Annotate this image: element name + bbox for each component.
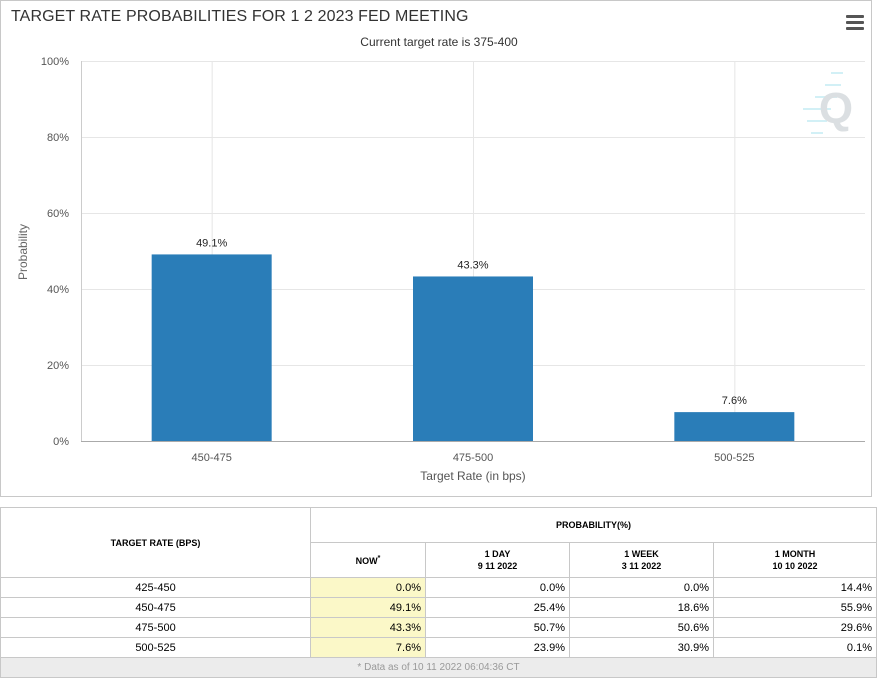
footnote-row: * Data as of 10 11 2022 06:04:36 CT — [0, 657, 877, 678]
rate-cell: 450-475 — [0, 597, 311, 618]
one-month-cell: 55.9% — [713, 597, 877, 618]
now-cell: 43.3% — [310, 617, 426, 638]
one-day-cell: 25.4% — [425, 597, 570, 618]
one-week-cell: 30.9% — [569, 637, 714, 658]
x-tick-label: 450-475 — [191, 452, 231, 464]
x-axis-title: Target Rate (in bps) — [420, 469, 525, 483]
chart-subtitle: Current target rate is 375-400 — [360, 35, 518, 49]
y-axis-title: Probability — [16, 224, 30, 280]
bar — [413, 276, 533, 441]
rate-cell: 500-525 — [0, 637, 311, 658]
y-tick-label: 60% — [47, 208, 69, 220]
chart-title: TARGET RATE PROBABILITIES FOR 1 2 2023 F… — [11, 8, 469, 25]
svg-text:Q: Q — [819, 84, 853, 133]
probability-header: PROBABILITY(%) — [310, 507, 877, 543]
one-week-cell: 50.6% — [569, 617, 714, 638]
rate-cell: 475-500 — [0, 617, 311, 638]
one-week-cell: 0.0% — [569, 577, 714, 598]
target-rate-header: TARGET RATE (BPS) — [0, 507, 311, 578]
data-label: 7.6% — [722, 395, 747, 407]
one-day-cell: 50.7% — [425, 617, 570, 638]
one-month-cell: 0.1% — [713, 637, 877, 658]
one-month-cell: 29.6% — [713, 617, 877, 638]
y-tick-label: 40% — [47, 284, 69, 296]
bar — [674, 412, 795, 441]
one-week-cell: 18.6% — [569, 597, 714, 618]
data-label: 49.1% — [196, 237, 227, 249]
rate-cell: 425-450 — [0, 577, 311, 598]
table-row: 500-525 7.6% 23.9% 30.9% 0.1% — [0, 637, 877, 658]
one-day-cell: 0.0% — [425, 577, 570, 598]
table-row: 450-475 49.1% 25.4% 18.6% 55.9% — [0, 597, 877, 618]
data-label: 43.3% — [457, 259, 488, 271]
chart-panel: 0% 20% 40% 60% 80% 100% 49.1% 450-475 43.3% 475-5… — [0, 0, 872, 497]
probability-table: TARGET RATE (BPS) PROBABILITY(%) NOW* 1 … — [0, 507, 877, 678]
one-day-header: 1 DAY 9 11 2022 — [425, 542, 570, 578]
one-month-header: 1 MONTH 10 10 2022 — [713, 542, 877, 578]
now-cell: 0.0% — [310, 577, 426, 598]
y-tick-label: 100% — [41, 56, 69, 68]
y-tick-label: 80% — [47, 132, 69, 144]
now-cell: 7.6% — [310, 637, 426, 658]
one-month-cell: 14.4% — [713, 577, 877, 598]
now-header: NOW* — [310, 542, 426, 578]
bar-chart: 0% 20% 40% 60% 80% 100% 49.1% 450-475 43.3% 475-5… — [16, 56, 865, 483]
data-timestamp-footnote: * Data as of 10 11 2022 06:04:36 CT — [0, 657, 877, 678]
x-tick-label: 500-525 — [714, 452, 754, 464]
one-day-cell: 23.9% — [425, 637, 570, 658]
one-week-header: 1 WEEK 3 11 2022 — [569, 542, 714, 578]
table-row: 475-500 43.3% 50.7% 50.6% 29.6% — [0, 617, 877, 638]
hamburger-menu-icon[interactable] — [846, 15, 864, 31]
y-tick-label: 20% — [47, 360, 69, 372]
x-tick-label: 475-500 — [453, 452, 493, 464]
q-logo-icon: Q — [803, 72, 853, 134]
table-row: 425-450 0.0% 0.0% 0.0% 14.4% — [0, 577, 877, 598]
probability-table-container: TARGET RATE (BPS) PROBABILITY(%) NOW* 1 … — [0, 507, 877, 678]
bar — [151, 254, 272, 441]
now-cell: 49.1% — [310, 597, 426, 618]
y-tick-label: 0% — [53, 436, 69, 448]
